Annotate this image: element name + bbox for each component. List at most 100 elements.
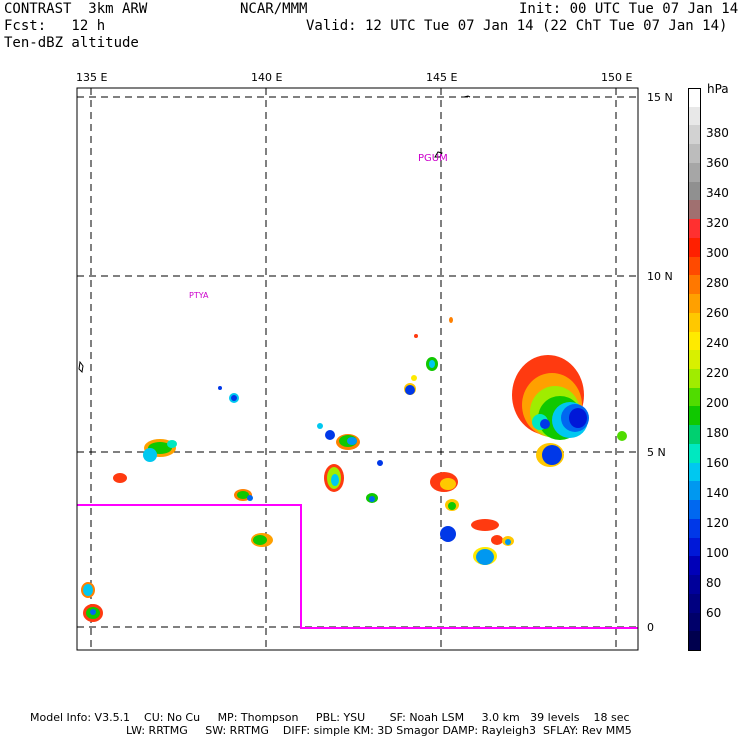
- colorbar-swatch: [688, 181, 701, 201]
- colorbar-tick-label: 80: [706, 576, 722, 590]
- colorbar-swatch: [688, 406, 701, 426]
- colorbar-tick-label: 100: [706, 546, 729, 560]
- colorbar-swatch: [688, 593, 701, 614]
- colorbar-swatch: [688, 125, 701, 145]
- colorbar-swatch: [688, 275, 701, 295]
- colorbar-swatch: [688, 331, 701, 351]
- colorbar-swatch: [688, 219, 701, 239]
- echo-cell: [317, 423, 323, 429]
- colorbar-swatch: [688, 537, 701, 557]
- echo-cell: [569, 408, 587, 428]
- colorbar-swatch: [688, 369, 701, 389]
- echo-cell: [113, 473, 127, 483]
- lon-label-145: 145 E: [426, 71, 458, 84]
- colorbar-tick-label: 340: [706, 186, 729, 200]
- colorbar-tick-label: 140: [706, 486, 729, 500]
- echo-cell: [540, 419, 550, 429]
- colorbar-swatch: [688, 312, 701, 333]
- colorbar-swatch: [688, 575, 701, 595]
- echo-cell: [542, 445, 562, 465]
- colorbar-swatch: [688, 443, 701, 464]
- colorbar-swatch: [688, 462, 701, 482]
- radar-echo-cells: [81, 317, 627, 622]
- colorbar-tick-label: 160: [706, 456, 729, 470]
- colorbar-swatch: [688, 612, 701, 632]
- echo-cell: [449, 317, 453, 323]
- echo-cell: [617, 431, 627, 441]
- valid-time: Valid: 12 UTC Tue 07 Jan 14 (22 ChT Tue …: [306, 18, 728, 34]
- field-name: Ten-dBZ altitude: [4, 35, 139, 51]
- colorbar-swatch: [688, 556, 701, 576]
- colorbar-swatch: [688, 294, 701, 314]
- colorbar-swatch: [688, 350, 701, 370]
- colorbar-tick-label: 240: [706, 336, 729, 350]
- colorbar-swatch: [688, 106, 701, 126]
- colorbar-tick-label: 320: [706, 216, 729, 230]
- colorbar-swatch: [688, 425, 701, 445]
- colorbar-swatch: [688, 387, 701, 407]
- station-label-ptya: PTYA: [189, 291, 209, 300]
- colorbar-swatch: [688, 518, 701, 539]
- echo-cell: [448, 502, 456, 510]
- echo-cell: [90, 609, 96, 615]
- map-frame: [76, 87, 639, 651]
- lat-label-15: 15 N: [647, 91, 673, 104]
- echo-cell: [440, 478, 456, 490]
- echo-cell: [218, 386, 222, 390]
- colorbar-tick-label: 380: [706, 126, 729, 140]
- model-info-line2: LW: RRTMG SW: RRTMG DIFF: simple KM: 3D …: [126, 724, 632, 737]
- lat-label-5: 5 N: [647, 446, 666, 459]
- colorbar-swatch: [688, 144, 701, 164]
- echo-cell: [237, 491, 249, 499]
- colorbar-tick-label: 300: [706, 246, 729, 260]
- guam-coastline: [78, 95, 471, 374]
- colorbar-swatch: [688, 481, 701, 501]
- colorbar-tick-label: 220: [706, 366, 729, 380]
- colorbar-tick-label: 60: [706, 606, 722, 620]
- echo-cell: [471, 519, 499, 531]
- colorbar-swatch: [688, 500, 701, 520]
- lat-label-10: 10 N: [647, 270, 673, 283]
- echo-cell: [440, 526, 456, 542]
- echo-cell: [377, 460, 383, 466]
- colorbar-unit: hPa: [707, 82, 729, 96]
- echo-cell: [325, 430, 335, 440]
- colorbar-swatch: [688, 88, 701, 109]
- colorbar-tick-label: 120: [706, 516, 729, 530]
- colorbar-tick-label: 360: [706, 156, 729, 170]
- echo-cell: [491, 535, 503, 545]
- echo-cell: [247, 495, 253, 501]
- lat-label-0: 0: [647, 621, 654, 634]
- echo-cell: [231, 395, 237, 401]
- station-label-pgum: PGUM: [418, 153, 448, 164]
- forecast-hour: Fcst: 12 h: [4, 18, 106, 34]
- echo-cell: [476, 549, 494, 565]
- echo-cell: [83, 584, 93, 596]
- model-info-line1: Model Info: V3.5.1 CU: No Cu MP: Thompso…: [30, 711, 630, 724]
- model-title: CONTRAST 3km ARW: [4, 1, 148, 17]
- echo-cell: [505, 539, 511, 545]
- colorbar-swatch: [688, 162, 701, 183]
- echo-cell: [405, 385, 415, 395]
- echo-cell: [411, 375, 417, 381]
- echo-cell: [414, 334, 418, 338]
- colorbar-tick-label: 260: [706, 306, 729, 320]
- echo-cell: [369, 496, 375, 502]
- colorbar-swatch: [688, 237, 701, 258]
- echo-cell: [253, 535, 267, 545]
- echo-cell: [347, 437, 357, 445]
- lon-label-135: 135 E: [76, 71, 108, 84]
- colorbar-swatch: [688, 631, 701, 652]
- echo-cell: [167, 440, 177, 448]
- lon-label-150: 150 E: [601, 71, 633, 84]
- colorbar-swatch: [688, 256, 701, 276]
- colorbar-tick-label: 180: [706, 426, 729, 440]
- lon-label-140: 140 E: [251, 71, 283, 84]
- colorbar-tick-label: 200: [706, 396, 729, 410]
- init-time: Init: 00 UTC Tue 07 Jan 14: [519, 1, 739, 17]
- echo-cell: [331, 474, 339, 486]
- domain-boundary: [77, 504, 638, 629]
- echo-cell: [143, 448, 157, 462]
- colorbar-swatch: [688, 200, 701, 220]
- colorbar-tick-label: 280: [706, 276, 729, 290]
